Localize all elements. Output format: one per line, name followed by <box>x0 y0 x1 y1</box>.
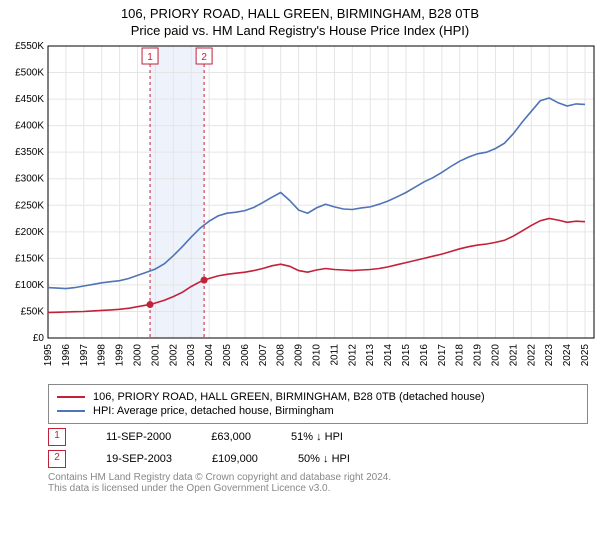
sale-badge: 2 <box>48 450 66 468</box>
chart-container: 106, PRIORY ROAD, HALL GREEN, BIRMINGHAM… <box>0 6 600 494</box>
svg-text:£500K: £500K <box>15 68 44 79</box>
chart-title-2: Price paid vs. HM Land Registry's House … <box>0 23 600 38</box>
svg-text:1: 1 <box>147 52 153 63</box>
svg-text:£0: £0 <box>33 333 45 344</box>
svg-text:2007: 2007 <box>258 344 269 367</box>
footer-line-2: This data is licensed under the Open Gov… <box>48 483 588 494</box>
svg-text:1997: 1997 <box>79 344 90 367</box>
legend-label: 106, PRIORY ROAD, HALL GREEN, BIRMINGHAM… <box>93 391 485 403</box>
svg-text:2006: 2006 <box>240 344 251 367</box>
svg-text:2022: 2022 <box>526 344 537 367</box>
svg-text:2017: 2017 <box>437 344 448 367</box>
svg-text:1995: 1995 <box>43 344 54 367</box>
legend-swatch <box>57 396 85 398</box>
svg-text:2003: 2003 <box>186 344 197 367</box>
svg-text:£300K: £300K <box>15 174 44 185</box>
svg-text:2010: 2010 <box>312 344 323 367</box>
chart-title-1: 106, PRIORY ROAD, HALL GREEN, BIRMINGHAM… <box>0 6 600 21</box>
chart-svg: £0 £50K £100K £150K £200K £250K £300K £350K £400… <box>0 38 600 378</box>
svg-text:2001: 2001 <box>150 344 161 367</box>
svg-text:£350K: £350K <box>15 147 44 158</box>
svg-text:£400K: £400K <box>15 121 44 132</box>
svg-text:£250K: £250K <box>15 200 44 211</box>
svg-text:£550K: £550K <box>15 41 44 52</box>
sale-date: 19-SEP-2003 <box>106 453 172 465</box>
legend-row: 106, PRIORY ROAD, HALL GREEN, BIRMINGHAM… <box>57 391 579 403</box>
svg-text:2024: 2024 <box>562 344 573 367</box>
sale-row: 2 19-SEP-2003 £109,000 50% ↓ HPI <box>48 450 588 468</box>
svg-text:2015: 2015 <box>401 344 412 367</box>
sale-price: £109,000 <box>212 453 258 465</box>
chart-plot-area: £0 £50K £100K £150K £200K £250K £300K £350K £400… <box>0 38 600 378</box>
sale-badge: 1 <box>48 428 66 446</box>
svg-text:2016: 2016 <box>419 344 430 367</box>
svg-text:2009: 2009 <box>294 344 305 367</box>
sale-row: 1 11-SEP-2000 £63,000 51% ↓ HPI <box>48 428 588 446</box>
legend-box: 106, PRIORY ROAD, HALL GREEN, BIRMINGHAM… <box>48 384 588 424</box>
svg-text:2004: 2004 <box>204 344 215 367</box>
svg-text:2013: 2013 <box>365 344 376 367</box>
legend-label: HPI: Average price, detached house, Birm… <box>93 405 334 417</box>
svg-text:2014: 2014 <box>383 344 394 367</box>
svg-text:£100K: £100K <box>15 280 44 291</box>
footer-line-1: Contains HM Land Registry data © Crown c… <box>48 472 588 483</box>
legend-row: HPI: Average price, detached house, Birm… <box>57 405 579 417</box>
footer-attribution: Contains HM Land Registry data © Crown c… <box>48 472 588 494</box>
svg-text:£150K: £150K <box>15 253 44 264</box>
svg-text:2008: 2008 <box>276 344 287 367</box>
sale-date: 11-SEP-2000 <box>106 431 171 443</box>
sale-pct: 51% ↓ HPI <box>291 431 343 443</box>
svg-text:£50K: £50K <box>21 306 45 317</box>
sale-pct: 50% ↓ HPI <box>298 453 350 465</box>
svg-text:£450K: £450K <box>15 94 44 105</box>
down-arrow-icon: ↓ <box>320 453 332 465</box>
svg-text:2021: 2021 <box>508 344 519 367</box>
svg-text:2012: 2012 <box>347 344 358 367</box>
svg-text:2011: 2011 <box>329 344 340 366</box>
svg-text:1996: 1996 <box>61 344 72 367</box>
svg-text:2: 2 <box>201 52 207 63</box>
svg-text:2002: 2002 <box>168 344 179 367</box>
sale-rows: 1 11-SEP-2000 £63,000 51% ↓ HPI 2 19-SEP-2003… <box>48 428 588 468</box>
svg-text:2023: 2023 <box>544 344 555 367</box>
svg-text:1998: 1998 <box>97 344 108 367</box>
svg-text:£200K: £200K <box>15 227 44 238</box>
svg-text:1999: 1999 <box>115 344 126 367</box>
down-arrow-icon: ↓ <box>313 431 325 443</box>
svg-text:2025: 2025 <box>580 344 591 367</box>
legend-swatch <box>57 410 85 412</box>
svg-text:2020: 2020 <box>491 344 502 367</box>
svg-text:2005: 2005 <box>222 344 233 367</box>
sale-price: £63,000 <box>211 431 251 443</box>
svg-text:2000: 2000 <box>133 344 144 367</box>
svg-text:2019: 2019 <box>473 344 484 367</box>
svg-text:2018: 2018 <box>455 344 466 367</box>
